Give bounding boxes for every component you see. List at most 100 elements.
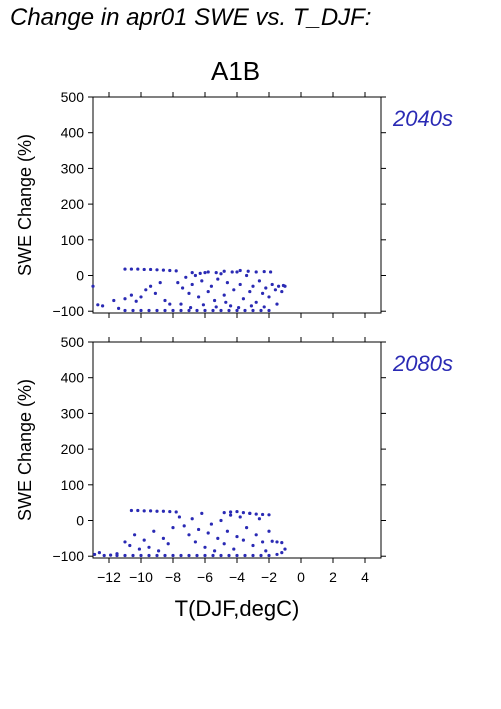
panel-1-data-point — [149, 267, 153, 272]
panel-1-data-point — [179, 302, 183, 306]
panel-1-data-point — [254, 300, 258, 304]
panel-2-data-point — [171, 526, 175, 530]
panel-1-data-point — [238, 268, 242, 273]
panel-2-data-point — [235, 534, 239, 539]
panel-2-data-point — [229, 513, 233, 517]
panel-2-data-point — [235, 553, 239, 558]
panel-1-data-point — [201, 303, 205, 307]
panel-2-data-point — [225, 529, 229, 533]
panel-1-data-point — [246, 269, 250, 273]
panel-2-data-point — [275, 552, 279, 557]
panel-1-data-point — [245, 273, 249, 278]
panel-2-data-point — [149, 509, 153, 513]
panel-1-data-point — [198, 271, 202, 275]
panel-1-period-label: 2040s — [392, 106, 453, 131]
panel-1-data-point — [91, 284, 95, 288]
panel-2-data-point — [161, 509, 165, 513]
panel-1-data-point — [238, 282, 242, 287]
panel-1-data-point — [193, 273, 197, 278]
panel-1-data-point — [229, 304, 233, 308]
panel-1-data-point — [227, 308, 231, 313]
panel-1-ytick-label: 300 — [61, 160, 85, 176]
panel-1-data-point — [149, 284, 153, 288]
panel-1-data-point — [251, 284, 255, 288]
panel-1-data-point — [168, 302, 172, 306]
panel-2-data-point — [166, 542, 170, 546]
panel-1-data-point — [179, 308, 183, 313]
panel-2-data-point — [232, 547, 236, 551]
panel-2-data-point — [195, 553, 199, 558]
panel-2-data-point — [206, 531, 210, 535]
panel-1-data-point — [123, 267, 127, 271]
panel-1-data-point — [147, 308, 151, 313]
panel-1-ylabel: SWE Change (%) — [15, 134, 35, 276]
panel-2-xtick-label: −10 — [129, 569, 153, 585]
panel-2-data-point — [171, 553, 175, 558]
panel-2-data-point — [216, 536, 220, 540]
panel-1-data-point — [269, 270, 273, 274]
panel-2-data-point — [222, 542, 226, 546]
panel-1-data-point — [277, 284, 281, 288]
panel-1-data-point — [267, 295, 271, 299]
panel-2-data-point — [137, 547, 141, 551]
panel-1-ytick-label: −100 — [52, 303, 84, 319]
panel-1-data-point — [225, 281, 229, 285]
panel-1-data-point — [235, 308, 239, 313]
panel-1-ytick-label: 0 — [76, 268, 84, 284]
x-axis-label: T(DJF,degC) — [175, 596, 300, 621]
panel-1-data-point — [248, 289, 252, 294]
panel-1-data-point — [209, 284, 213, 288]
panel-1-ytick-label: 500 — [61, 89, 85, 105]
panel-1-data-point — [155, 268, 159, 272]
panel-1-data-point — [200, 279, 204, 283]
panel-1-data-point — [224, 300, 228, 304]
panel-2-ylabel: SWE Change (%) — [15, 379, 35, 521]
panel-2-data-point — [187, 533, 191, 537]
panel-2-data-point — [254, 533, 258, 537]
panel-1-data-point — [153, 291, 157, 295]
panel-1-data-point — [237, 306, 241, 310]
panel-1-data-point — [262, 305, 266, 309]
panel-1-data-point — [275, 302, 279, 306]
panel-1-data-point — [163, 308, 167, 313]
panel-1-data-point — [168, 268, 172, 273]
panel-2-data-point — [241, 511, 245, 515]
panel-1-data-point — [249, 304, 253, 308]
panel-1-data-point — [144, 288, 148, 292]
panel-1-data-point — [211, 308, 215, 313]
panel-1-data-point — [214, 271, 218, 275]
panel-1-data-point — [280, 289, 284, 294]
panel-2-ytick-label: 400 — [61, 370, 85, 386]
panel-1-data-point — [189, 306, 193, 310]
scenario-label: A1B — [211, 56, 261, 86]
panel-2-data-point — [139, 553, 143, 558]
panel-2-data-point — [222, 511, 226, 515]
panel-1-data-point — [123, 308, 127, 313]
panel-2-data-point — [267, 529, 271, 533]
panel-2-data-point — [209, 522, 213, 526]
panel-1-ytick-label: 100 — [61, 232, 85, 248]
panel-2-data-point — [235, 509, 239, 514]
panel-2-data-point — [123, 540, 127, 544]
panel-2-data-point — [115, 553, 119, 558]
panel-2-data-point — [161, 536, 165, 540]
panel-2-period-label: 2080s — [392, 351, 453, 376]
panel-2-data-point — [157, 549, 161, 553]
panel-2-data-point — [257, 517, 261, 521]
panel-1-data-point — [219, 308, 223, 313]
panel-1-data-point — [241, 297, 245, 301]
panel-2-data-point — [200, 511, 204, 515]
panel-1-data-point — [203, 308, 207, 313]
panel-2-data-point — [267, 513, 271, 517]
panel-2-data-point — [211, 553, 215, 558]
panel-2-data-point — [142, 509, 146, 513]
panel-2-data-point — [129, 508, 133, 513]
panel-1-data-point — [139, 308, 143, 313]
panel-1-data-point — [190, 282, 194, 287]
panel-2-data-point — [187, 553, 191, 558]
panel-2-data-point — [197, 527, 201, 532]
panel-2-xtick-label: −8 — [165, 569, 181, 585]
panel-2-data-point — [229, 510, 233, 514]
panel-2-data-point — [203, 545, 207, 549]
panel-2-data-point — [155, 553, 159, 558]
